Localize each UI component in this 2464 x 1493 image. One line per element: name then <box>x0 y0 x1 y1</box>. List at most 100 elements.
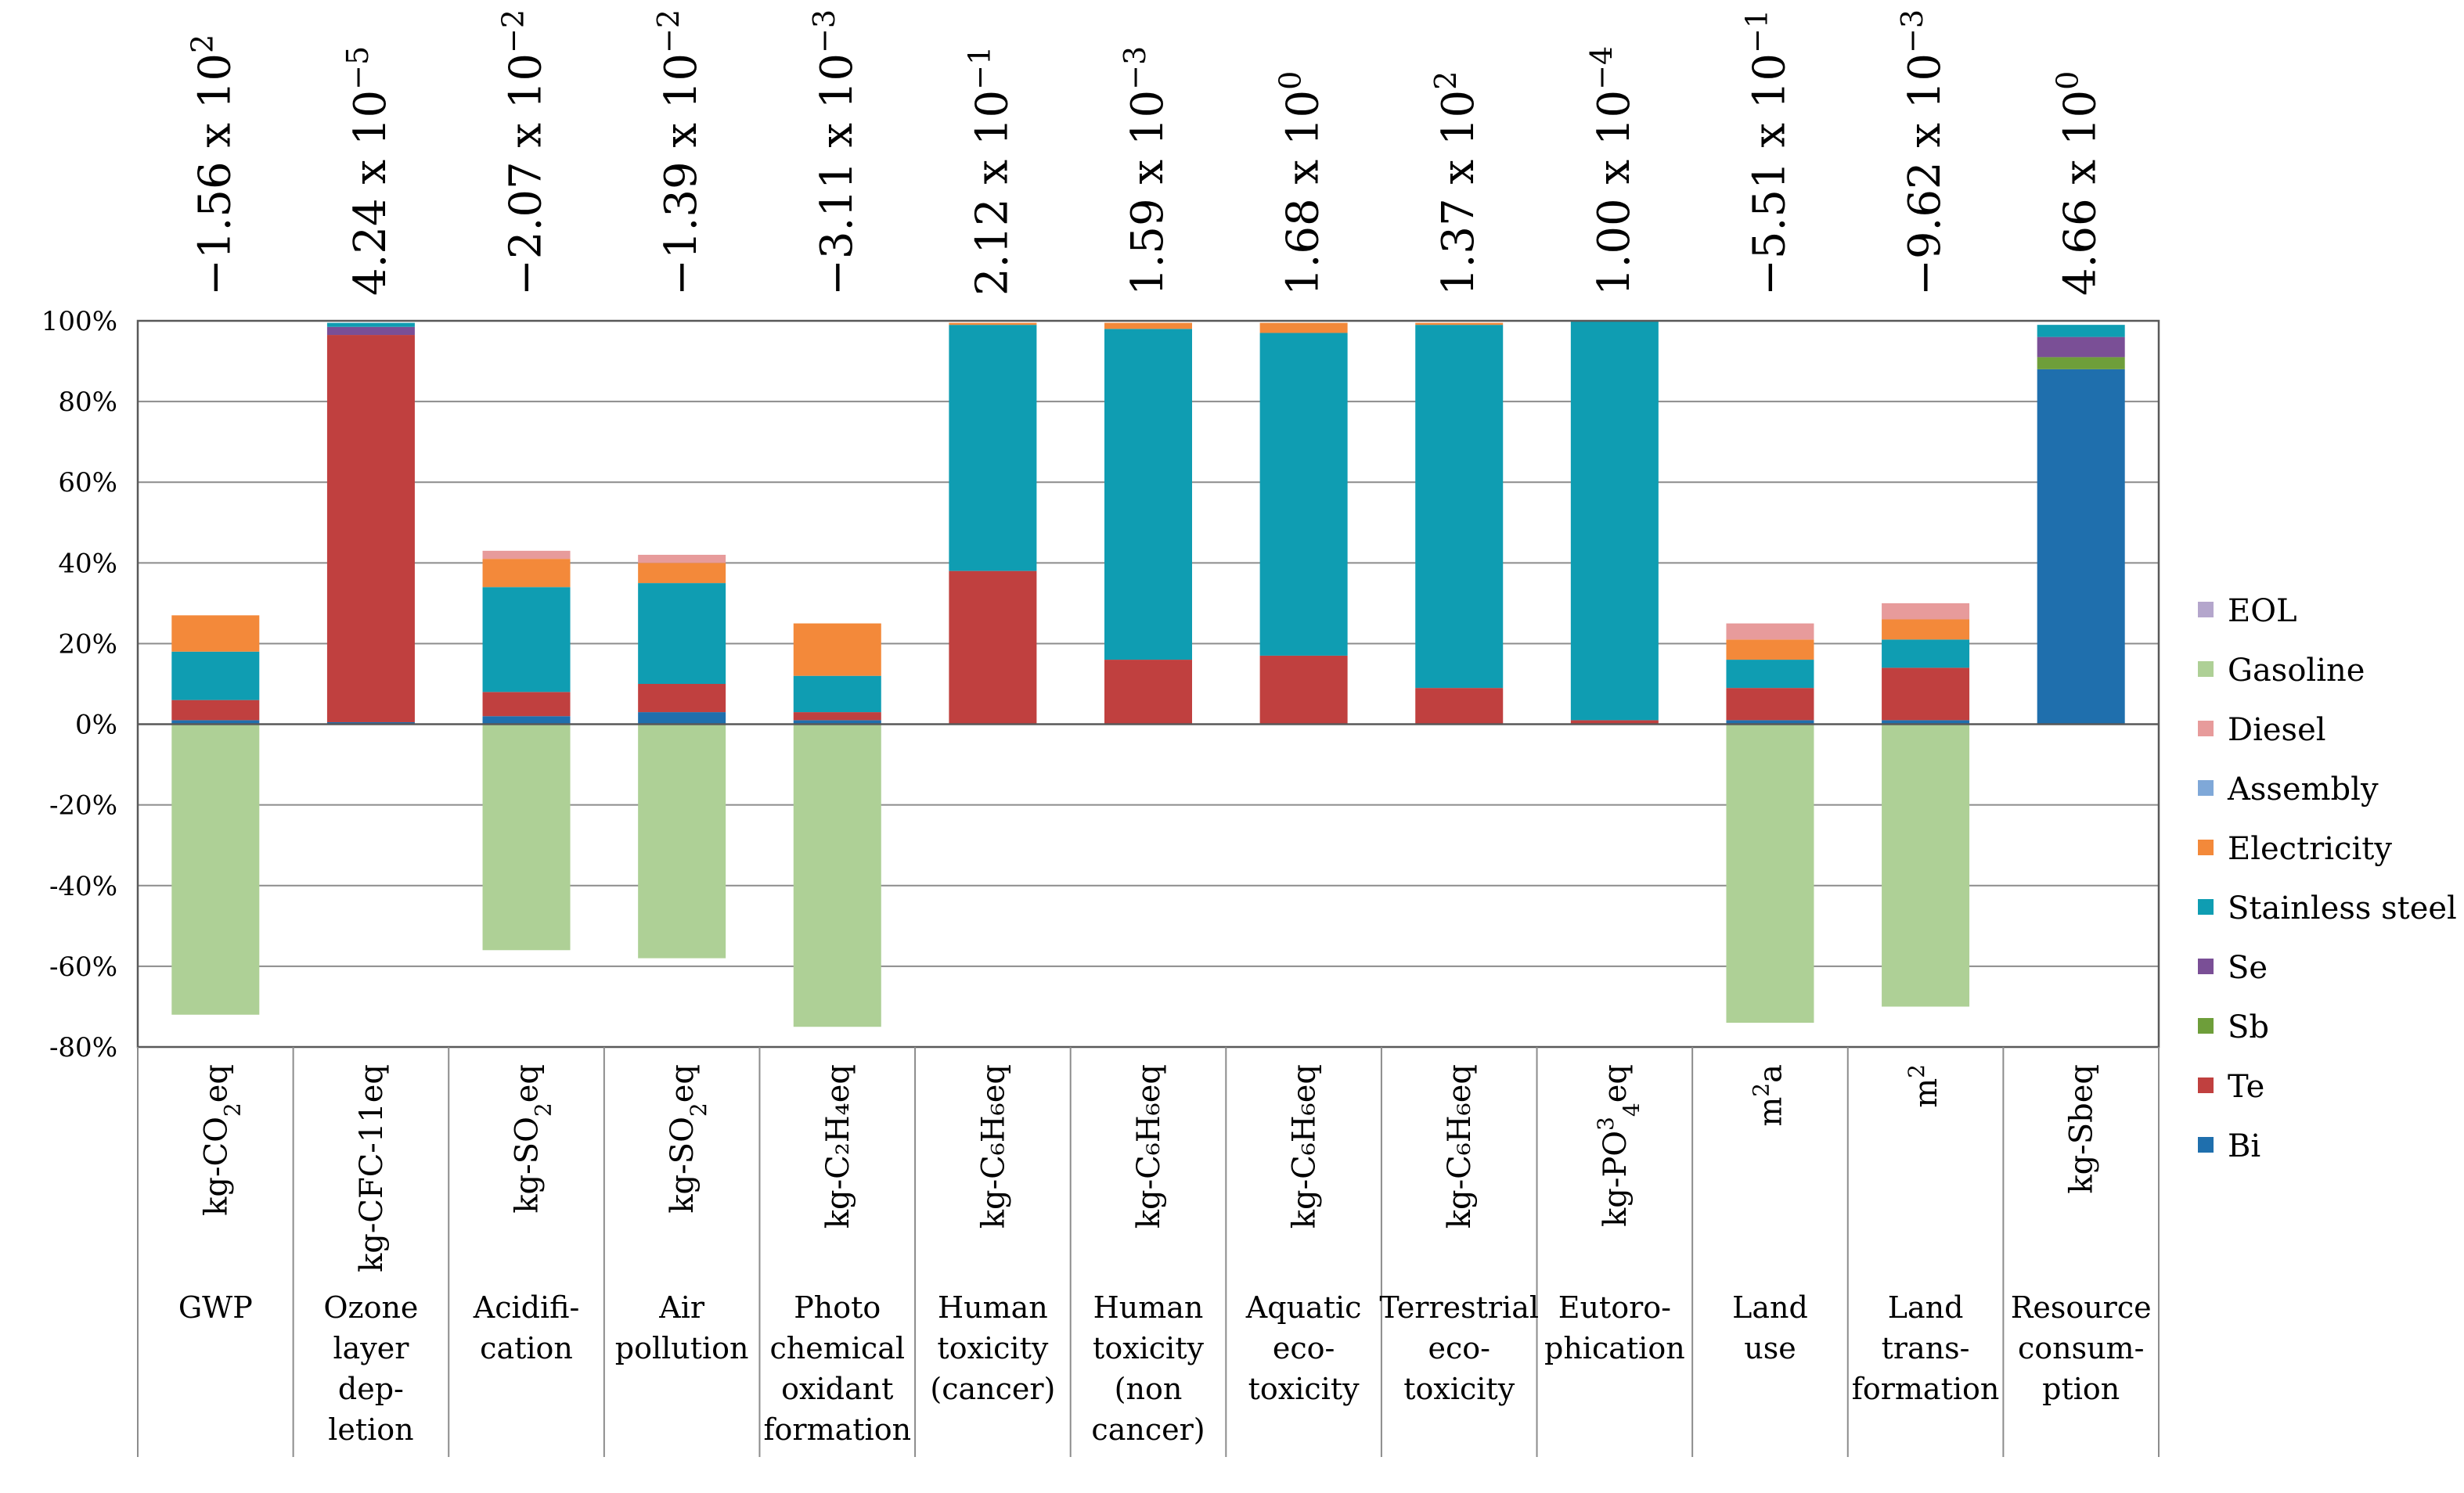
category-name: Eutoro- <box>1558 1290 1671 1325</box>
y-tick-label: -80% <box>49 1032 117 1063</box>
bar-segment-electricity <box>482 559 571 588</box>
bar-segment-te <box>1259 655 1348 725</box>
legend-label: Diesel <box>2228 712 2326 748</box>
bar-segment-electricity <box>1104 322 1192 329</box>
bar-segment-electricity <box>793 623 881 676</box>
category-name: layer <box>333 1331 409 1365</box>
category-total: −5.51 x 10−1 <box>1739 9 1795 296</box>
category-total: 4.24 x 10−5 <box>340 46 396 296</box>
category-total: 4.66 x 100 <box>2051 71 2106 296</box>
category-name: cation <box>480 1331 573 1365</box>
y-tick-label: 60% <box>58 467 117 498</box>
category-name: dep- <box>338 1372 404 1406</box>
category-names: GWP Ozone layer dep-letion Acidifi-cation Air… <box>178 1290 2152 1447</box>
category-total: −9.62 x 10−3 <box>1895 9 1951 296</box>
category-name: (cancer) <box>930 1372 1055 1406</box>
bar-segment-te <box>638 684 726 713</box>
bar-segment-stainless-steel <box>1882 639 1970 668</box>
category-name: letion <box>328 1412 413 1447</box>
plot-frame <box>136 319 2160 1049</box>
category-unit: m2a <box>1748 1064 1789 1127</box>
bar-segment-bi <box>1882 720 1970 725</box>
bar-segment-gasoline <box>482 724 571 951</box>
legend-swatch <box>2198 602 2214 617</box>
bar-segment-stainless-steel <box>638 583 726 684</box>
bar-segment-bi <box>326 721 415 725</box>
legend-label: Bi <box>2228 1128 2260 1164</box>
category-total: 1.59 x 10−3 <box>1118 46 1173 296</box>
y-tick-label: 20% <box>58 628 117 660</box>
bar-segment-bi <box>2037 369 2125 725</box>
category-unit: kg-C₂H₄eq <box>820 1064 856 1229</box>
bar-segment-stainless-steel <box>326 322 415 327</box>
category-total: 1.37 x 102 <box>1428 71 1484 296</box>
bar-segment-te <box>1415 688 1504 725</box>
bar-segment-te <box>1882 667 1970 721</box>
category-name: Land <box>1888 1290 1964 1325</box>
bar-segment-te <box>949 570 1037 725</box>
bar-segment-gasoline <box>171 724 260 1015</box>
bar-segment-electricity <box>638 563 726 584</box>
category-name: eco- <box>1273 1331 1335 1365</box>
category-name: chemical <box>770 1331 906 1365</box>
category-unit: kg-CFC-11eq <box>354 1064 390 1272</box>
category-name: Terrestrial <box>1379 1290 1539 1325</box>
category-name: Aquatic <box>1245 1290 1362 1325</box>
bar-segment-electricity <box>171 615 260 652</box>
category-name: Acidifi- <box>473 1290 580 1325</box>
legend-swatch <box>2198 959 2214 974</box>
category-name: toxicity <box>937 1331 1048 1365</box>
bar-segment-electricity <box>1259 322 1348 333</box>
bar-segment-stainless-steel <box>2037 325 2125 337</box>
bar-segment-gasoline <box>793 724 881 1027</box>
category-name: cancer) <box>1091 1412 1205 1447</box>
bar-segment-te <box>171 700 260 721</box>
legend-label: Sb <box>2228 1009 2269 1045</box>
bar-segment-diesel <box>482 550 571 559</box>
y-tick-label: -40% <box>49 871 117 902</box>
bar-segment-bi <box>482 716 571 725</box>
bar-segment-te <box>1726 688 1814 721</box>
bar-segment-stainless-steel <box>1570 321 1659 721</box>
legend: EOL Gasoline Diesel Assembly Electricity Stai… <box>2198 593 2457 1164</box>
legend-swatch <box>2198 1077 2214 1093</box>
bar-segment-stainless-steel <box>793 675 881 713</box>
bar-segment-te <box>326 335 415 722</box>
bar-segment-gasoline <box>1726 724 1814 1024</box>
bar-segment-te <box>1570 720 1659 725</box>
bar-segment-stainless-steel <box>1415 325 1504 689</box>
category-name: trans- <box>1882 1331 1970 1365</box>
category-name: Air <box>658 1290 705 1325</box>
legend-swatch <box>2198 1018 2214 1034</box>
bar-segment-stainless-steel <box>482 587 571 693</box>
bar-segment-se <box>2037 336 2125 358</box>
y-axis: 100% 80% 60% 40% 20% 0% -20% -40% -60% -80% <box>41 306 117 1063</box>
bar-segment-electricity <box>1415 322 1504 326</box>
bar-segment-stainless-steel <box>949 325 1037 571</box>
category-total: −1.56 x 102 <box>185 34 240 296</box>
category-name: Land <box>1732 1290 1808 1325</box>
category-name: pollution <box>615 1331 749 1365</box>
category-unit: kg-SO2eq <box>665 1064 711 1214</box>
legend-label: Se <box>2228 950 2268 986</box>
category-name: eco- <box>1428 1331 1490 1365</box>
bar-segment-stainless-steel <box>1726 660 1814 689</box>
category-total: −3.11 x 10−3 <box>807 9 863 296</box>
bar-segment-te <box>482 692 571 717</box>
category-name: Photo <box>794 1290 881 1325</box>
legend-label: Te <box>2228 1069 2264 1105</box>
bars <box>171 321 2125 1027</box>
bar-segment-electricity <box>1726 639 1814 660</box>
bar-segment-te <box>1104 660 1192 725</box>
bar-segment-bi <box>793 720 881 725</box>
category-name: oxidant <box>781 1372 893 1406</box>
bar-segment-gasoline <box>1882 724 1970 1007</box>
bar-segment-stainless-steel <box>1104 329 1192 660</box>
bar-segment-se <box>326 326 415 336</box>
category-unit: kg-C₆H₆eq <box>975 1064 1011 1229</box>
category-total: 1.00 x 10−4 <box>1584 46 1640 296</box>
bar-segment-bi <box>638 712 726 725</box>
bar-segment-bi <box>171 720 260 725</box>
category-name: formation <box>1852 1372 2000 1406</box>
